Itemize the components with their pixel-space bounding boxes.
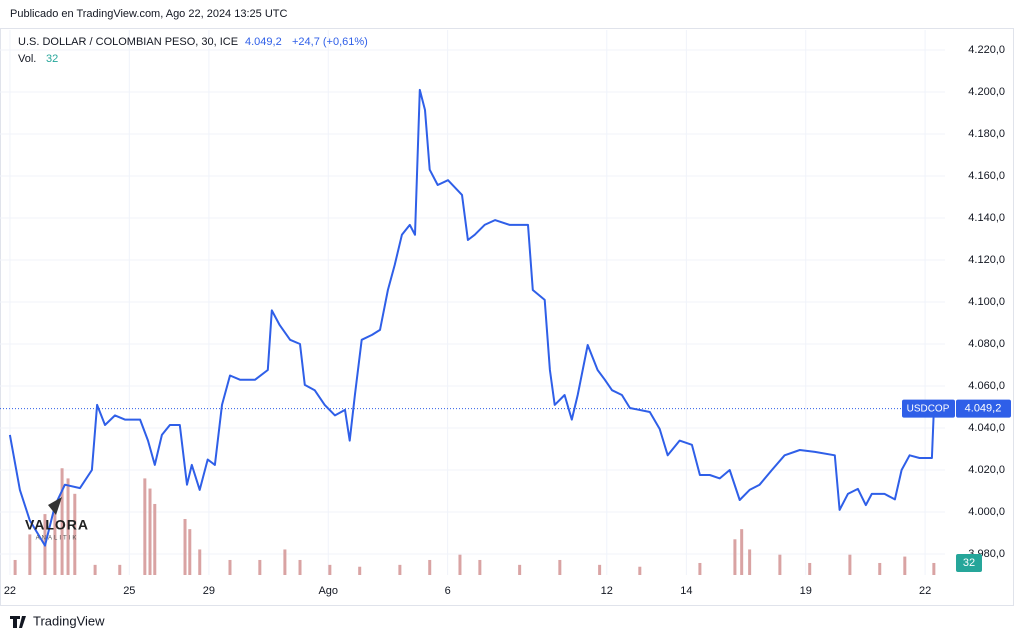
volume-bar [748,549,752,575]
x-tick-label: Ago [318,585,338,597]
watermark-title: VALORA [25,517,89,533]
price: 4.049,2 [245,36,282,48]
volume-bar [28,534,32,575]
volume-bar [698,562,702,575]
y-tick-label: 4.180,0 [968,128,1005,140]
volume-bar [258,559,262,575]
x-tick-label: 14 [680,585,692,597]
volume-bar [358,566,362,575]
volume-bar [398,564,402,575]
volume-bar [188,529,192,575]
x-tick-label: 19 [800,585,812,597]
volume-bar [118,564,122,575]
watermark-icon [48,497,62,515]
volume-bar [13,559,17,575]
volume-bar [66,478,70,575]
volume-bar [73,493,77,575]
y-tick-label: 4.040,0 [968,422,1005,434]
price-line [8,88,935,547]
change: +24,7 (+0,61%) [292,36,368,48]
volume-bar [428,559,432,575]
x-tick-label: 22 [919,585,931,597]
brand-logo [10,616,26,628]
volume-bar [148,488,152,575]
y-tick-label: 4.200,0 [968,86,1005,98]
volume-bar [518,564,522,575]
volume-bar [878,562,882,575]
volume-bar [740,529,744,575]
price-tag-text: 4.049,2 [965,403,1002,415]
volume-bar [558,559,562,575]
volume-bar [60,468,64,575]
plot: USDCOP 4.049,2 [0,88,1011,547]
volume-bar [848,554,852,575]
symbol-tag [902,399,955,418]
volume-bar [478,559,482,575]
symbol-tag-text: USDCOP [907,403,950,414]
volume-bar [598,564,602,575]
vol-tag-text: 32 [963,557,975,569]
watermark: VALORA ANALITIK [25,497,89,542]
volume-bar [53,503,57,575]
volume-bar [283,549,287,575]
y-tick-label: 4.080,0 [968,338,1005,350]
brand: TradingView [33,613,105,628]
vol-label: Vol. [18,53,36,65]
volume-bar [228,559,232,575]
volume-bar [153,503,157,575]
volume-bar [733,539,737,575]
vol-tag [956,553,982,572]
y-tick-label: 4.220,0 [968,44,1005,56]
x-tick-label: 12 [601,585,613,597]
y-tick-label: 4.100,0 [968,296,1005,308]
y-tick-label: 4.140,0 [968,212,1005,224]
y-tick-label: 4.020,0 [968,464,1005,476]
volume-bar [903,556,907,575]
price-tag [956,399,1011,418]
grid [0,30,945,575]
watermark-subtitle: ANALITIK [36,536,79,542]
volume-bar [808,562,812,575]
volume-bar [458,554,462,575]
y-tick-label: 4.060,0 [968,380,1005,392]
volume-bar [143,478,147,575]
x-tick-label: 22 [4,585,16,597]
volume-bar [198,549,202,575]
x-tick-label: 29 [203,585,215,597]
volume-bar [183,518,187,575]
chart-frame [0,28,1014,606]
published: Publicado en TradingView.com, Ago 22, 20… [10,8,287,20]
x-tick-label: 6 [445,585,451,597]
volume-bar [298,559,302,575]
chart-title: U.S. DOLLAR / COLOMBIAN PESO, 30, ICE [18,36,238,48]
volume-bar [638,566,642,575]
volume-bar [778,554,782,575]
volume-bar [328,564,332,575]
volume-bar [93,564,97,575]
y-tick-label: 4.000,0 [968,506,1005,518]
volume [13,468,936,575]
volume-bar [932,562,936,575]
vol-value: 32 [46,53,58,65]
x-tick-label: 25 [123,585,135,597]
y-tick-label: 4.160,0 [968,170,1005,182]
y-tick-label: 4.120,0 [968,254,1005,266]
